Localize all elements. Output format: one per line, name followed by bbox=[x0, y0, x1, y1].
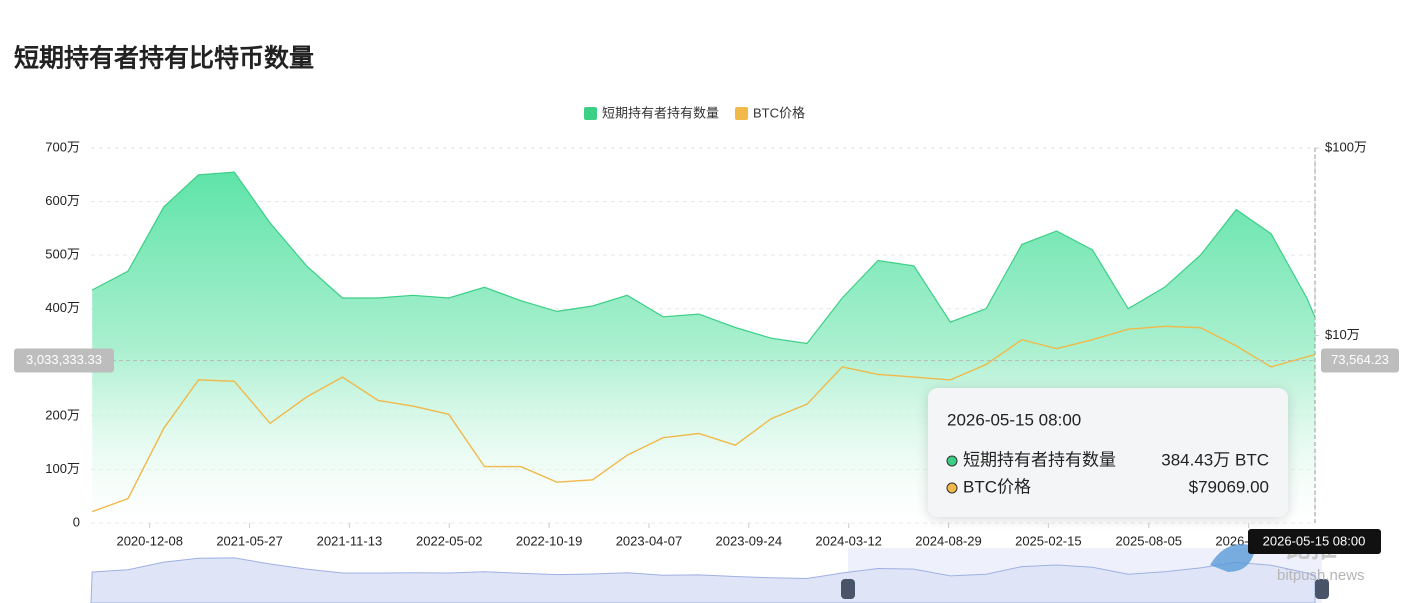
tooltip-dot bbox=[946, 455, 958, 467]
legend-label: BTC价格 bbox=[753, 105, 805, 120]
x-tick-label: 2021-05-27 bbox=[216, 533, 283, 548]
line bbox=[91, 171, 1316, 345]
x-tick-label: 2023-09-24 bbox=[716, 533, 783, 548]
tooltip-value: 384.43万 BTC bbox=[1161, 450, 1269, 469]
y-tick-label: 700万 bbox=[45, 139, 80, 154]
x-tick-label: 2020-12-08 bbox=[116, 533, 183, 548]
x-tick-label: 2022-05-02 bbox=[416, 533, 483, 548]
crosshair-x-label: 2026-05-15 08:00 bbox=[1263, 533, 1366, 548]
line bbox=[91, 325, 1316, 513]
y-tick-label: 500万 bbox=[45, 247, 80, 262]
y2-tick-label: $100万 bbox=[1325, 139, 1367, 154]
x-tick-label: 2022-10-19 bbox=[516, 533, 583, 548]
crosshair-y-label: 3,033,333.33 bbox=[26, 352, 102, 367]
x-tick-label: 2021-11-13 bbox=[317, 533, 383, 548]
crosshair-label-bg bbox=[14, 348, 114, 373]
x-tick-label: 2024-08-29 bbox=[915, 533, 982, 548]
x-tick-label: 2025-08-05 bbox=[1116, 533, 1183, 548]
legend-swatch bbox=[584, 107, 597, 120]
x-tick-label: 2023-04-07 bbox=[616, 533, 683, 548]
y-tick-label: 400万 bbox=[45, 300, 80, 315]
tooltip: 2026-05-15 08:00 短期持有者持有数量 384.43万 BTC BTC价… bbox=[928, 388, 1288, 517]
x-tick-label: 2024-03-12 bbox=[815, 533, 882, 548]
navigator-handle[interactable] bbox=[841, 579, 855, 599]
navigator-handle[interactable] bbox=[1315, 579, 1329, 599]
legend-swatch bbox=[735, 107, 749, 120]
y-tick-label: 100万 bbox=[45, 461, 80, 476]
tooltip-box bbox=[928, 388, 1288, 517]
tooltip-date: 2026-05-15 08:00 bbox=[947, 410, 1081, 429]
crosshair-y2-label: 73,564.23 bbox=[1331, 352, 1389, 367]
crosshair-label-bg bbox=[1248, 529, 1381, 554]
y-tick-label: 0 bbox=[73, 514, 80, 529]
tooltip-name: 短期持有者持有数量 bbox=[963, 450, 1116, 469]
watermark-site: bitpush.news bbox=[1277, 567, 1365, 584]
watermark-bird bbox=[1210, 538, 1258, 572]
x-tick-label: 2025-02-15 bbox=[1015, 533, 1082, 548]
y2-tick-label: $10万 bbox=[1325, 327, 1360, 342]
tooltip-name: BTC价格 bbox=[963, 477, 1031, 496]
chart-title: 短期持有者持有比特币数量 bbox=[14, 45, 314, 73]
tooltip-value: $79069.00 bbox=[1189, 477, 1269, 496]
crosshair-label-bg bbox=[1321, 348, 1399, 373]
tooltip-dot bbox=[946, 482, 958, 494]
legend-label: 短期持有者持有数量 bbox=[602, 105, 719, 120]
y-tick-label: 600万 bbox=[45, 193, 80, 208]
y-tick-label: 200万 bbox=[45, 407, 80, 422]
